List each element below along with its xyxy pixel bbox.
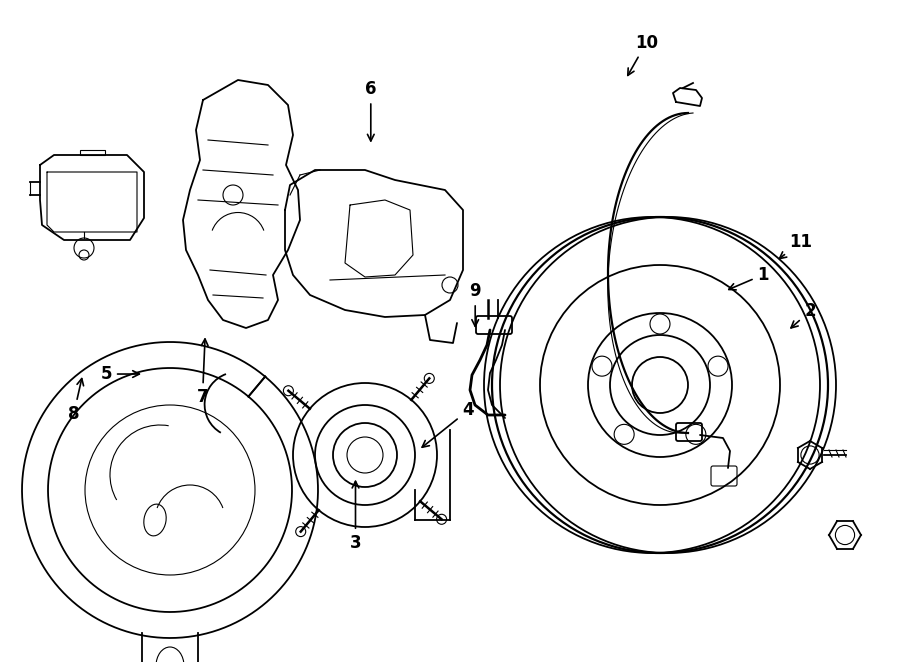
Text: 2: 2	[791, 302, 815, 328]
Bar	[80, 150, 105, 155]
Text: 10: 10	[628, 34, 658, 75]
Text: 1: 1	[729, 265, 769, 290]
Text: 5: 5	[101, 365, 140, 383]
Text: 7: 7	[197, 339, 208, 406]
Text: 4: 4	[422, 401, 473, 448]
Text: 6: 6	[365, 80, 376, 141]
Text: 11: 11	[779, 232, 813, 259]
Text: 3: 3	[350, 481, 361, 552]
Text: 8: 8	[68, 379, 84, 423]
Text: 9: 9	[470, 282, 481, 326]
